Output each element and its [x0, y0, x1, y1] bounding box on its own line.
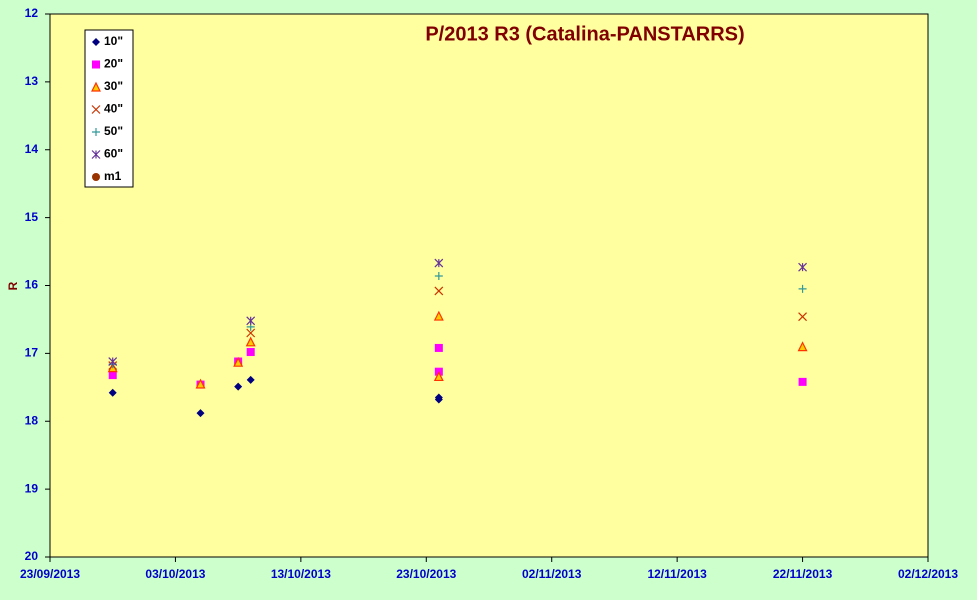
- data-point: [108, 388, 117, 397]
- data-point: [246, 316, 256, 326]
- y-tick-label: 20: [25, 549, 39, 563]
- data-point: [433, 371, 444, 382]
- legend: [84, 29, 134, 188]
- data-point: [234, 382, 243, 391]
- data-point: [798, 312, 807, 322]
- y-tick-label: 14: [25, 142, 39, 156]
- legend-label: 30": [104, 79, 123, 93]
- x-tick-label: 22/11/2013: [773, 567, 833, 581]
- legend-label: 50": [104, 124, 123, 138]
- data-point: [434, 258, 444, 268]
- x-tick-label: 12/11/2013: [647, 567, 707, 581]
- y-tick-label: 16: [25, 278, 39, 292]
- data-point: [245, 336, 256, 347]
- legend-marker: [92, 38, 100, 46]
- data-point: [246, 375, 255, 384]
- legend-marker: [91, 150, 101, 159]
- data-point: [433, 310, 444, 321]
- legend-marker: [92, 128, 100, 136]
- y-tick-label: 13: [25, 74, 39, 88]
- x-tick-label: 23/10/2013: [396, 567, 456, 581]
- x-tick-label: 13/10/2013: [271, 567, 331, 581]
- legend-label: 20": [104, 57, 123, 71]
- y-tick-label: 15: [25, 210, 39, 224]
- legend-label: 10": [104, 34, 123, 48]
- y-tick-label: 17: [25, 346, 39, 360]
- legend-marker: [91, 81, 101, 92]
- chart-title: P/2013 R3 (Catalina-PANSTARRS): [425, 23, 744, 45]
- data-point: [196, 409, 205, 418]
- y-tick-label: 12: [25, 6, 39, 20]
- data-point: [798, 262, 807, 272]
- plot-area: [49, 13, 929, 558]
- data-point: [434, 271, 443, 280]
- data-point: [798, 377, 807, 386]
- legend-marker: [92, 173, 100, 181]
- data-point: [108, 371, 117, 380]
- x-tick-label: 02/11/2013: [522, 567, 582, 581]
- data-point: [434, 343, 443, 352]
- data-point: [797, 341, 808, 352]
- data-point: [246, 328, 256, 338]
- data-point: [195, 378, 206, 389]
- legend-marker: [92, 60, 100, 69]
- data-point: [434, 395, 443, 404]
- data-point: [108, 357, 118, 366]
- data-point: [798, 284, 807, 293]
- y-tick-label: 18: [25, 413, 39, 427]
- legend-label: 40": [104, 102, 123, 116]
- x-tick-label: 23/09/2013: [20, 567, 80, 581]
- data-point: [434, 286, 444, 296]
- y-axis-label: R: [6, 281, 20, 290]
- legend-label: m1: [104, 169, 122, 183]
- legend-label: 60": [104, 147, 123, 161]
- x-tick-label: 02/12/2013: [898, 567, 958, 581]
- x-tick-label: 03/10/2013: [145, 567, 205, 581]
- legend-marker: [91, 105, 101, 114]
- data-point: [246, 348, 255, 357]
- y-tick-label: 19: [25, 481, 39, 495]
- data-point: [233, 356, 244, 367]
